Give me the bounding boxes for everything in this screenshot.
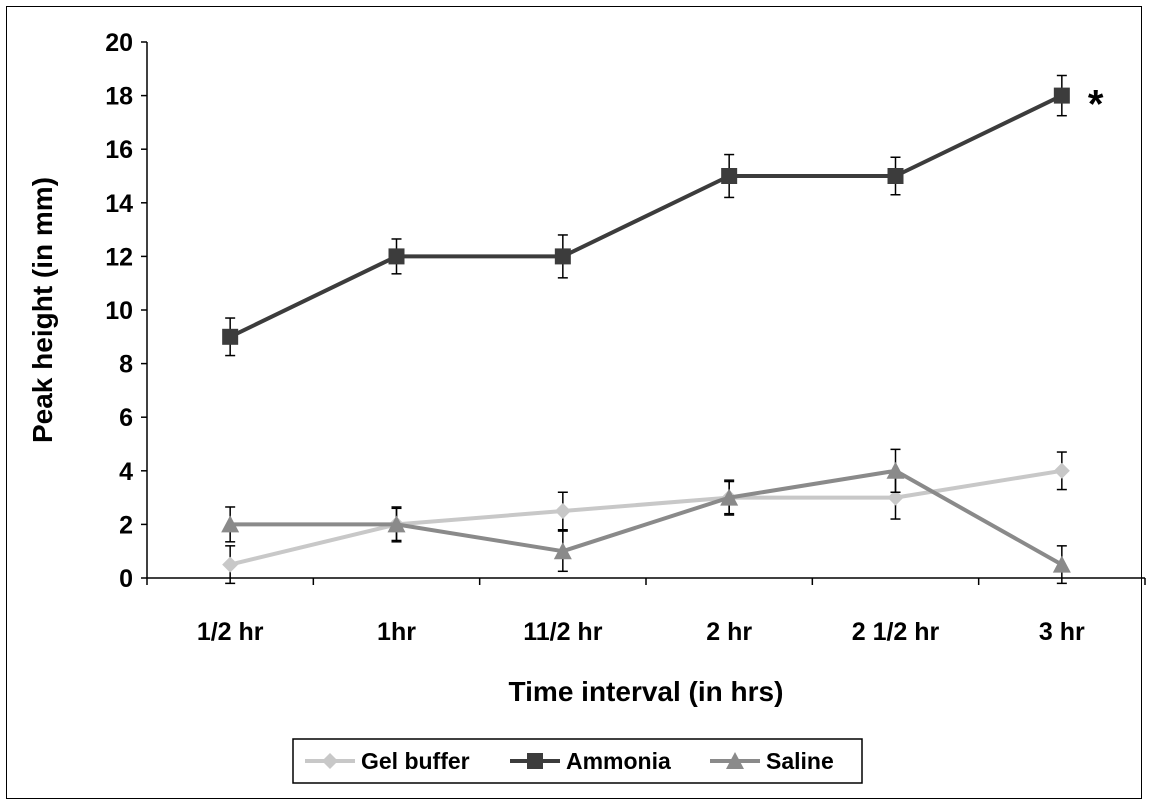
y-tick-label: 20	[105, 29, 133, 57]
text-layer: 0 2 4 6 8 10 12 14 16 18 20 1/2 hr 1hr 11/2 hr 2 hr 2 1…	[27, 29, 1104, 707]
y-tick-label: 8	[119, 351, 133, 379]
data-point-gel-buffer	[222, 556, 239, 573]
series-line-gel-buffer	[229, 468, 1063, 567]
x-axis-title: Time interval (in hrs)	[509, 676, 784, 707]
y-tick-label: 2	[119, 511, 133, 539]
y-tick-label: 6	[119, 404, 133, 432]
x-tick-label: 1/2 hr	[197, 618, 264, 646]
data-point-saline	[553, 542, 572, 560]
data-point-saline	[720, 488, 739, 506]
y-axis-title: Peak height (in mm)	[27, 177, 58, 443]
legend-label: Ammonia	[566, 748, 671, 774]
y-tick-label: 18	[105, 83, 133, 111]
x-tick-label: 2 1/2 hr	[852, 618, 940, 646]
series-line-ammonia	[229, 93, 1063, 339]
legend-label: Saline	[766, 748, 834, 774]
y-tick-label: 4	[119, 458, 133, 486]
legend-swatch-marker	[322, 753, 338, 769]
axes	[141, 41, 1146, 585]
legend-swatch-marker	[527, 753, 543, 769]
legend-swatch-marker	[726, 752, 744, 769]
data-point-gel-buffer	[887, 489, 904, 506]
legend-box	[292, 738, 863, 784]
legend-entry-gel-buffer: Gel buffer	[305, 748, 470, 774]
data-point-saline	[886, 461, 905, 479]
series-ammonia	[222, 74, 1070, 357]
data-point-saline	[387, 515, 406, 533]
data-point-ammonia	[388, 248, 405, 265]
y-tick-label: 12	[105, 243, 133, 271]
y-tick-label: 10	[105, 297, 133, 325]
series-gel-buffer	[222, 451, 1070, 585]
x-tick-label: 11/2 hr	[523, 618, 602, 646]
legend-entry-saline: Saline	[710, 748, 834, 774]
data-point-ammonia	[887, 168, 904, 184]
data-point-saline	[1052, 555, 1071, 573]
data-point-saline	[221, 515, 240, 533]
x-tick-label: 1hr	[377, 618, 416, 646]
series-saline	[221, 448, 1071, 585]
legend: Gel buffer Ammonia Saline	[292, 738, 863, 784]
data-point-gel-buffer	[1053, 462, 1070, 479]
data-point-ammonia	[554, 248, 571, 265]
y-tick-label: 0	[119, 565, 133, 593]
legend-label: Gel buffer	[361, 748, 470, 774]
series-line-saline	[230, 468, 1063, 567]
legend-entry-ammonia: Ammonia	[510, 748, 671, 774]
y-tick-label: 16	[105, 136, 133, 164]
data-point-gel-buffer	[554, 503, 571, 519]
data-point-ammonia	[721, 168, 738, 184]
series-layer	[221, 74, 1071, 585]
chart-frame	[6, 6, 1142, 799]
significance-marker: *	[1088, 83, 1104, 127]
data-point-ammonia	[222, 328, 239, 345]
data-point-ammonia	[1053, 87, 1070, 104]
x-tick-label: 3 hr	[1039, 618, 1085, 646]
y-tick-label: 14	[105, 190, 133, 218]
x-tick-label: 2 hr	[706, 618, 752, 646]
